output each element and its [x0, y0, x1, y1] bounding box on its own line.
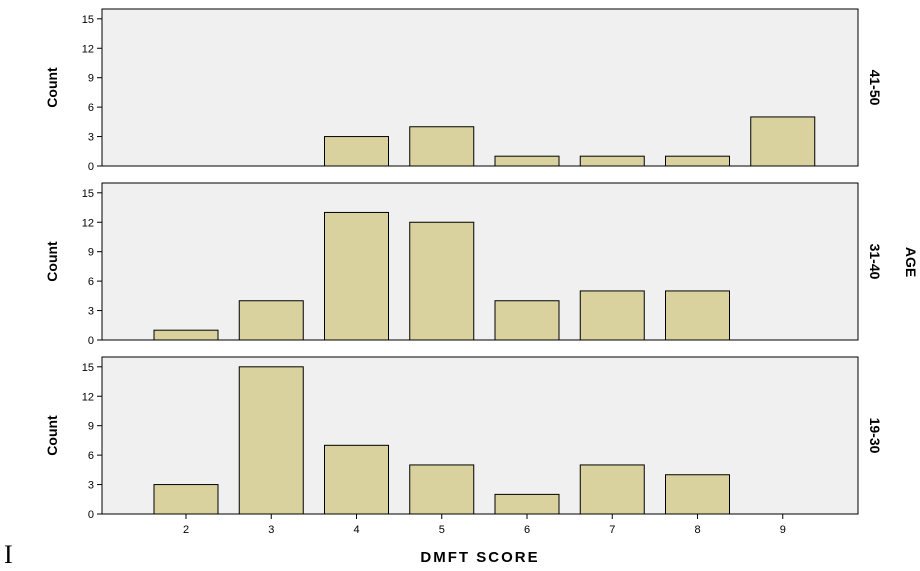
panel-2-bar-3: [238, 366, 304, 515]
panel-1-strip-label: 31-40: [867, 244, 883, 280]
panel-0-ytick-label-2: 6: [88, 102, 94, 114]
panel-1-plot-area: [101, 182, 859, 341]
panel-0-bar-8: [665, 155, 730, 167]
panel-1-ytick-label-5: 15: [82, 188, 94, 200]
panel-2-ytick-label-3: 9: [88, 421, 94, 433]
xtick-label-8: 8: [694, 524, 700, 536]
xtick-label-7: 7: [609, 524, 615, 536]
panel-1-y-axis-title: Count: [44, 241, 60, 282]
panel-0-strip-label: 41-50: [867, 70, 883, 106]
panel-1-bar-8: [665, 290, 730, 341]
panel-2-ytick-label-1: 3: [88, 480, 94, 492]
panel-0-ytick-label-4: 12: [82, 43, 94, 55]
xtick-label-6: 6: [524, 524, 530, 536]
panel-0-bar-5: [409, 126, 475, 167]
panel-2-bar-8: [665, 474, 730, 515]
panel-1-bar-4: [324, 211, 389, 341]
panel-1-bar-6: [494, 300, 560, 341]
panel-0-plot-area: [101, 8, 859, 167]
panel-0-bar-4: [324, 136, 389, 167]
panel-0-y-axis-title: Count: [44, 67, 60, 108]
panel-0-bar-6: [494, 155, 560, 167]
panel-2-ytick-label-4: 12: [82, 391, 94, 403]
xtick-label-4: 4: [353, 524, 359, 536]
panel-1-ytick-label-3: 9: [88, 247, 94, 259]
stray-letter: I: [4, 540, 13, 569]
panel-2-y-axis-title: Count: [44, 415, 60, 456]
panel-0-ytick-label-0: 0: [88, 161, 94, 173]
panel-1-ytick-label-4: 12: [82, 217, 94, 229]
panel-0-bar-7: [579, 155, 645, 167]
panel-1-ytick-label-0: 0: [88, 335, 94, 347]
xtick-label-9: 9: [780, 524, 786, 536]
xtick-label-2: 2: [183, 524, 189, 536]
xtick-label-3: 3: [268, 524, 274, 536]
panel-0-bar-9: [750, 116, 816, 167]
panel-2-bar-4: [324, 444, 389, 515]
panel-2-plot-area: [101, 356, 859, 515]
panel-1-bar-5: [409, 221, 475, 341]
panel-1-ytick-label-2: 6: [88, 276, 94, 288]
panel-0-ytick-label-5: 15: [82, 14, 94, 26]
panel-0-ytick-label-3: 9: [88, 73, 94, 85]
xtick-label-5: 5: [439, 524, 445, 536]
panel-1-bar-3: [238, 300, 304, 341]
panel-1-bar-2: [153, 329, 219, 341]
panel-2-ytick-label-2: 6: [88, 450, 94, 462]
panel-2-ytick-label-0: 0: [88, 509, 94, 521]
x-axis-title: DMFT SCORE: [420, 549, 539, 566]
panel-1-ytick-label-1: 3: [88, 306, 94, 318]
panel-axis-title: AGE: [903, 247, 919, 277]
panel-1-bar-7: [579, 290, 645, 341]
panel-2-bar-6: [494, 493, 560, 515]
panel-2-bar-7: [579, 464, 645, 515]
panel-2-bar-5: [409, 464, 475, 515]
panel-0-ytick-label-1: 3: [88, 132, 94, 144]
panel-2-strip-label: 19-30: [867, 418, 883, 454]
panel-2-ytick-label-5: 15: [82, 362, 94, 374]
panel-2-bar-2: [153, 484, 219, 515]
